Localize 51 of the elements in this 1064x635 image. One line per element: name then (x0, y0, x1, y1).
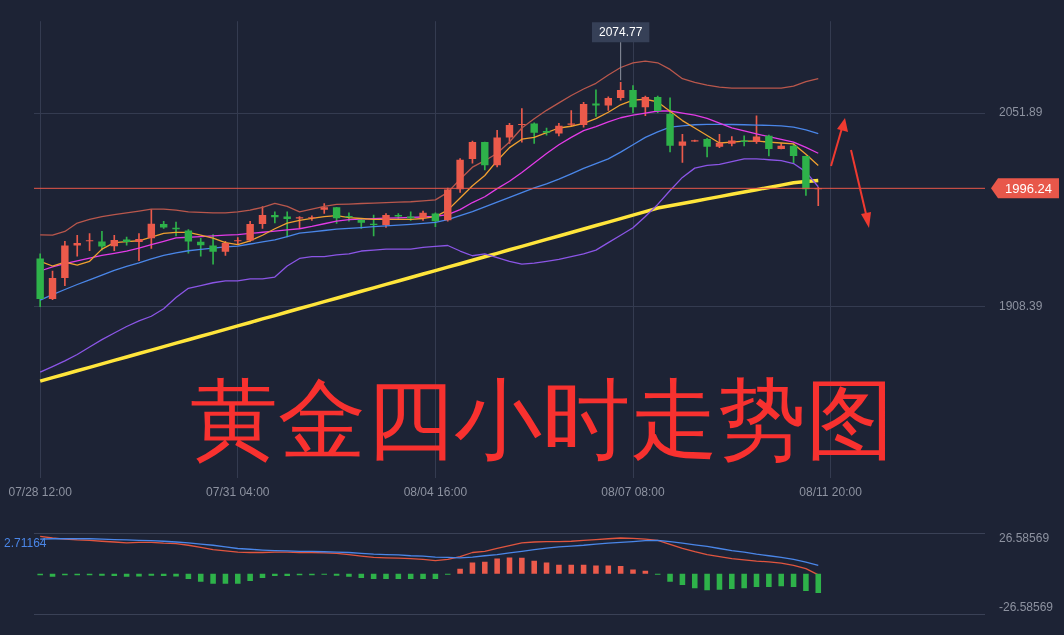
bar (741, 573, 747, 589)
bar (197, 573, 204, 582)
bar (494, 558, 500, 574)
bar (803, 573, 809, 592)
bar (593, 565, 599, 574)
bar (605, 565, 612, 574)
y-tick-label: 1908.39 (999, 299, 1043, 314)
text: 黄金四小时走势图 (190, 368, 894, 471)
bar (235, 573, 241, 584)
bar (346, 573, 352, 577)
bar (642, 570, 649, 574)
annotation: 2.71164 (4, 535, 47, 550)
y-tick-label: 2051.89 (999, 105, 1043, 120)
bar (704, 573, 710, 591)
candlestick (271, 211, 279, 224)
y-tick-label: -26.58569 (999, 600, 1054, 615)
bar (766, 573, 772, 587)
ref-line-label: 1996.24 (1005, 180, 1052, 196)
bar (815, 573, 822, 594)
bar (420, 573, 426, 579)
bar (210, 573, 216, 584)
bar (469, 562, 476, 574)
candlestick (135, 233, 143, 262)
bar (568, 564, 575, 574)
bar (531, 560, 537, 574)
bar (630, 569, 636, 574)
bar (617, 565, 624, 574)
bar (519, 557, 525, 574)
annotation: 2074.77 (598, 24, 643, 39)
x-tick-label: 07/28 12:00 (8, 485, 73, 500)
bar (691, 573, 698, 589)
y-tick-label: 26.58569 (999, 531, 1050, 546)
bar (556, 564, 562, 574)
bar (580, 564, 587, 574)
x-tick-label: 07/31 04:00 (206, 485, 270, 500)
x-tick-label: 08/07 08:00 (601, 485, 666, 500)
bar (99, 573, 105, 576)
bar (482, 561, 488, 574)
bar (778, 573, 784, 587)
candlestick (567, 110, 575, 127)
candlestick (234, 237, 242, 245)
bar (247, 573, 253, 581)
x-tick-label: 08/11 20:00 (799, 485, 863, 500)
bar (729, 573, 735, 590)
bar (383, 573, 389, 579)
bar (543, 562, 550, 574)
bar (457, 568, 463, 574)
candlestick (518, 108, 526, 143)
x-tick-label: 08/04 16:00 (403, 485, 468, 500)
bar (667, 573, 673, 582)
bar (506, 557, 513, 574)
